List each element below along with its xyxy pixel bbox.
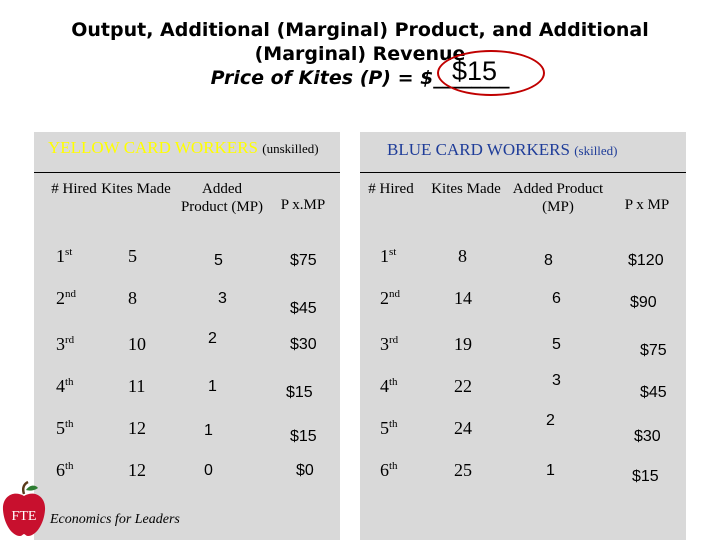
ordinal-suffix: nd <box>389 288 400 300</box>
ordinal-number: 2 <box>56 288 65 308</box>
ordinal-suffix: th <box>65 376 74 388</box>
ordinal-number: 5 <box>56 418 65 438</box>
ordinal-number: 4 <box>56 376 65 396</box>
ordinal-number: 4 <box>380 376 389 396</box>
title-line-2: (Marginal) Revenue <box>254 43 466 65</box>
yellow-col-header: Kites Made <box>101 181 171 197</box>
blue-col-header: Kites Made <box>431 181 501 197</box>
yellow-hired-ordinal: 2nd <box>56 288 76 309</box>
blue-panel-background <box>360 132 686 540</box>
blue-col-header: P x MP <box>624 197 670 213</box>
yellow-col-header: Added Product (MP) <box>180 181 264 215</box>
yellow-price-times-mp: $15 <box>290 428 317 445</box>
ordinal-number: 2 <box>380 288 389 308</box>
yellow-marginal-product: 3 <box>218 290 227 307</box>
blue-marginal-product: 6 <box>552 290 561 307</box>
blue-price-times-mp: $120 <box>628 252 664 269</box>
yellow-hired-ordinal: 3rd <box>56 334 74 355</box>
blue-hired-ordinal: 1st <box>380 246 396 267</box>
yellow-hired-ordinal: 4th <box>56 376 74 397</box>
blue-price-times-mp: $45 <box>640 384 667 401</box>
ordinal-suffix: nd <box>65 288 76 300</box>
blue-kites-made: 22 <box>454 376 472 396</box>
yellow-kites-made: 11 <box>128 376 146 396</box>
yellow-hired-ordinal: 6th <box>56 460 74 481</box>
ordinal-suffix: st <box>389 246 397 258</box>
yellow-col-header: P x.MP <box>280 197 326 213</box>
blue-hired-ordinal: 4th <box>380 376 398 397</box>
ordinal-number: 3 <box>380 334 389 354</box>
yellow-header-rule <box>34 172 340 173</box>
blue-price-times-mp: $30 <box>634 428 661 445</box>
ordinal-suffix: th <box>389 460 398 472</box>
blue-kites-made: 8 <box>458 246 467 266</box>
ordinal-suffix: th <box>65 418 74 430</box>
yellow-price-times-mp: $0 <box>296 462 314 479</box>
ordinal-number: 1 <box>56 246 65 266</box>
blue-hired-ordinal: 6th <box>380 460 398 481</box>
yellow-kites-made: 12 <box>128 460 146 480</box>
ordinal-suffix: th <box>389 418 398 430</box>
yellow-kites-made: 8 <box>128 288 137 308</box>
footer-text: Economics for Leaders <box>50 512 180 527</box>
ordinal-number: 6 <box>380 460 389 480</box>
ordinal-number: 3 <box>56 334 65 354</box>
yellow-kites-made: 5 <box>128 246 137 266</box>
ordinal-suffix: st <box>65 246 73 258</box>
blue-col-header: # Hired <box>368 181 414 197</box>
yellow-marginal-product: 1 <box>208 378 217 395</box>
blue-marginal-product: 2 <box>546 412 555 429</box>
yellow-section-heading: YELLOW CARD WORKERS (unskilled) <box>48 138 319 157</box>
blue-price-times-mp: $75 <box>640 342 667 359</box>
blue-hired-ordinal: 5th <box>380 418 398 439</box>
yellow-price-times-mp: $15 <box>286 384 313 401</box>
yellow-price-times-mp: $45 <box>290 300 317 317</box>
blue-header-rule <box>360 172 686 173</box>
blue-price-times-mp: $15 <box>632 468 659 485</box>
blue-marginal-product: 1 <box>546 462 555 479</box>
yellow-marginal-product: 0 <box>204 462 213 479</box>
blue-hired-ordinal: 3rd <box>380 334 398 355</box>
ordinal-number: 1 <box>380 246 389 266</box>
blue-kites-made: 14 <box>454 288 472 308</box>
ordinal-suffix: th <box>389 376 398 388</box>
yellow-kites-made: 12 <box>128 418 146 438</box>
title-line-1: Output, Additional (Marginal) Product, a… <box>71 19 649 41</box>
blue-kites-made: 19 <box>454 334 472 354</box>
blue-marginal-product: 5 <box>552 336 561 353</box>
ordinal-suffix: th <box>65 460 74 472</box>
yellow-price-times-mp: $30 <box>290 336 317 353</box>
logo-text: FTE <box>12 509 37 524</box>
yellow-marginal-product: 1 <box>204 422 213 439</box>
ordinal-number: 5 <box>380 418 389 438</box>
yellow-marginal-product: 2 <box>208 330 217 347</box>
blue-section-heading: BLUE CARD WORKERS (skilled) <box>387 140 618 159</box>
fte-apple-logo: FTE <box>2 480 46 536</box>
yellow-hired-ordinal: 1st <box>56 246 72 267</box>
blue-price-times-mp: $90 <box>630 294 657 311</box>
blue-marginal-product: 8 <box>544 252 553 269</box>
price-highlight-circle <box>437 50 545 96</box>
yellow-col-header: # Hired <box>51 181 97 197</box>
yellow-panel-background <box>34 132 340 540</box>
blue-kites-made: 25 <box>454 460 472 480</box>
ordinal-number: 6 <box>56 460 65 480</box>
blue-hired-ordinal: 2nd <box>380 288 400 309</box>
ordinal-suffix: rd <box>389 334 399 346</box>
blue-marginal-product: 3 <box>552 372 561 389</box>
yellow-price-times-mp: $75 <box>290 252 317 269</box>
blue-kites-made: 24 <box>454 418 472 438</box>
yellow-kites-made: 10 <box>128 334 146 354</box>
ordinal-suffix: rd <box>65 334 75 346</box>
yellow-marginal-product: 5 <box>214 252 223 269</box>
blue-col-header: Added Product (MP) <box>512 181 604 215</box>
yellow-hired-ordinal: 5th <box>56 418 74 439</box>
title-line-3: Price of Kites (P) = $________ <box>210 67 510 89</box>
